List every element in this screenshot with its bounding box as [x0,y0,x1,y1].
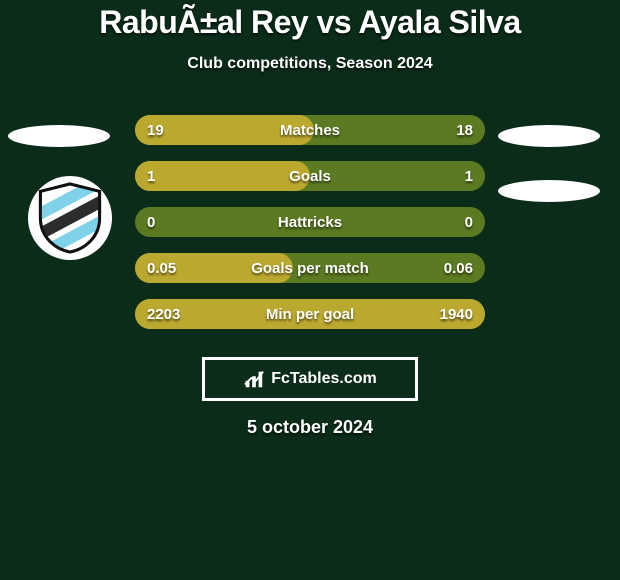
stat-row: 19 Matches 18 [135,115,485,145]
stat-right-value: 0 [465,207,473,237]
stat-row: 0 Hattricks 0 [135,207,485,237]
stat-right-value: 0.06 [444,253,473,283]
crest-icon [33,181,107,255]
stat-label: Goals [135,161,485,191]
brand-text: FcTables.com [271,370,377,388]
bar-chart-icon [243,368,265,390]
player-right-placeholder-2 [498,180,600,202]
brand-badge: FcTables.com [202,357,418,401]
footer-date: 5 october 2024 [0,417,620,438]
page-subtitle: Club competitions, Season 2024 [0,55,620,73]
stat-right-value: 1 [465,161,473,191]
stat-row: 1 Goals 1 [135,161,485,191]
stat-label: Min per goal [135,299,485,329]
stat-right-value: 1940 [440,299,473,329]
stat-right-value: 18 [456,115,473,145]
stat-label: Goals per match [135,253,485,283]
comparison-card: RabuÃ±al Rey vs Ayala Silva Club competi… [0,0,620,580]
stat-label: Hattricks [135,207,485,237]
page-title: RabuÃ±al Rey vs Ayala Silva [0,4,620,41]
stat-label: Matches [135,115,485,145]
player-left-placeholder-1 [8,125,110,147]
club-crest-left [28,176,112,260]
stat-row: 2203 Min per goal 1940 [135,299,485,329]
stat-row: 0.05 Goals per match 0.06 [135,253,485,283]
player-right-placeholder-1 [498,125,600,147]
